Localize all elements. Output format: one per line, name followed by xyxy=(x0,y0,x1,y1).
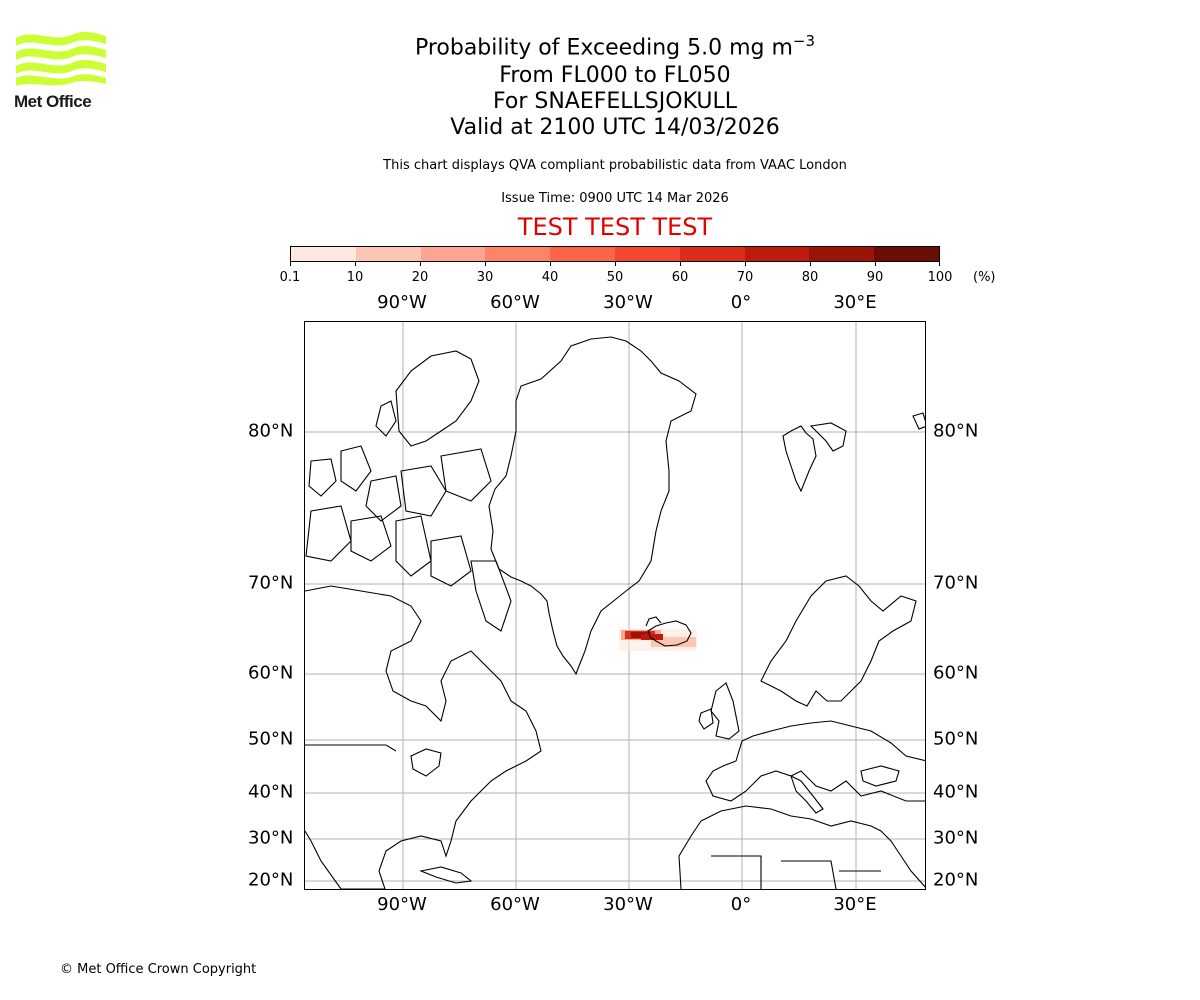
copyright-notice: © Met Office Crown Copyright xyxy=(60,962,257,977)
issue-time: Issue Time: 0900 UTC 14 Mar 2026 xyxy=(501,191,729,206)
map-panel[interactable] xyxy=(304,321,926,890)
colorbar-label: 100 xyxy=(927,270,953,285)
flight-level-range: From FL000 to FL050 xyxy=(499,63,731,88)
lat-label-right: 60°N xyxy=(933,662,979,684)
gridlines xyxy=(305,322,925,889)
logo-text: Met Office xyxy=(14,92,92,111)
lat-label-right: 20°N xyxy=(933,869,979,891)
lon-label-top: 60°W xyxy=(490,292,540,313)
ash-plume xyxy=(619,629,697,651)
lat-label-left: 60°N xyxy=(248,662,294,684)
lon-label-bottom: 0° xyxy=(730,894,752,915)
colorbar-bin-8 xyxy=(809,247,875,261)
colorbar-tick xyxy=(745,262,746,266)
colorbar-unit: (%) xyxy=(973,270,996,285)
lat-label-left: 50°N xyxy=(248,728,294,750)
lat-label-right: 50°N xyxy=(933,728,979,750)
chart-title: Probability of Exceeding 5.0 mg m−3 xyxy=(0,28,1200,61)
volcano-name: For SNAEFELLSJOKULL xyxy=(492,89,738,114)
colorbar-tick xyxy=(290,262,291,266)
lon-label-bottom: 90°W xyxy=(377,894,427,915)
coastline-map xyxy=(305,322,925,889)
colorbar-label: 20 xyxy=(411,270,429,285)
colorbar-bin-5 xyxy=(614,247,680,261)
lat-label-left: 20°N xyxy=(248,869,294,891)
colorbar-label: 90 xyxy=(866,270,884,285)
colorbar-tick xyxy=(810,262,811,266)
test-banner: TEST TEST TEST xyxy=(517,213,713,241)
colorbar-bin-0 xyxy=(291,247,356,261)
subtitle: This chart displays QVA compliant probab… xyxy=(383,158,847,173)
colorbar xyxy=(290,246,940,262)
met-office-waves-icon xyxy=(16,31,106,86)
colorbar-label: 80 xyxy=(801,270,819,285)
colorbar-label: 0.1 xyxy=(279,270,301,285)
colorbar-tick xyxy=(939,262,940,266)
lat-label-left: 80°N xyxy=(248,420,294,442)
colorbar-bin-9 xyxy=(874,247,939,261)
colorbar-tick xyxy=(680,262,681,266)
lon-label-top: 30°E xyxy=(833,292,877,313)
colorbar-tick xyxy=(875,262,876,266)
lon-label-bottom: 60°W xyxy=(490,894,540,915)
colorbar-bin-7 xyxy=(744,247,810,261)
lat-label-right: 70°N xyxy=(933,572,979,594)
title-superscript: −3 xyxy=(792,32,816,50)
lat-label-left: 70°N xyxy=(248,572,294,594)
colorbar-tick xyxy=(615,262,616,266)
lon-label-bottom: 30°W xyxy=(603,894,653,915)
lon-label-top: 90°W xyxy=(377,292,427,313)
colorbar-tick xyxy=(420,262,421,266)
title-line-1: Probability of Exceeding 5.0 mg m xyxy=(414,35,793,61)
lat-label-right: 80°N xyxy=(933,420,979,442)
colorbar-tick xyxy=(485,262,486,266)
colorbar-tick xyxy=(550,262,551,266)
colorbar-label: 70 xyxy=(736,270,754,285)
coastlines xyxy=(305,336,925,889)
lon-label-top: 30°W xyxy=(603,292,653,313)
lon-label-bottom: 30°E xyxy=(833,894,877,915)
lat-label-right: 30°N xyxy=(933,827,979,849)
colorbar-label: 40 xyxy=(541,270,559,285)
colorbar-label: 10 xyxy=(346,270,364,285)
lon-label-top: 0° xyxy=(730,292,752,313)
valid-time: Valid at 2100 UTC 14/03/2026 xyxy=(450,115,780,140)
lat-label-left: 30°N xyxy=(248,827,294,849)
lat-label-right: 40°N xyxy=(933,781,979,803)
lat-label-left: 40°N xyxy=(248,781,294,803)
colorbar-label: 50 xyxy=(606,270,624,285)
colorbar-bin-3 xyxy=(485,247,551,261)
colorbar-bin-1 xyxy=(355,247,421,261)
colorbar-tick xyxy=(355,262,356,266)
colorbar-bin-4 xyxy=(550,247,615,261)
met-office-logo: Met Office xyxy=(14,30,108,112)
colorbar-bin-2 xyxy=(420,247,486,261)
colorbar-label: 60 xyxy=(671,270,689,285)
colorbar-bin-6 xyxy=(679,247,745,261)
colorbar-label: 30 xyxy=(476,270,494,285)
